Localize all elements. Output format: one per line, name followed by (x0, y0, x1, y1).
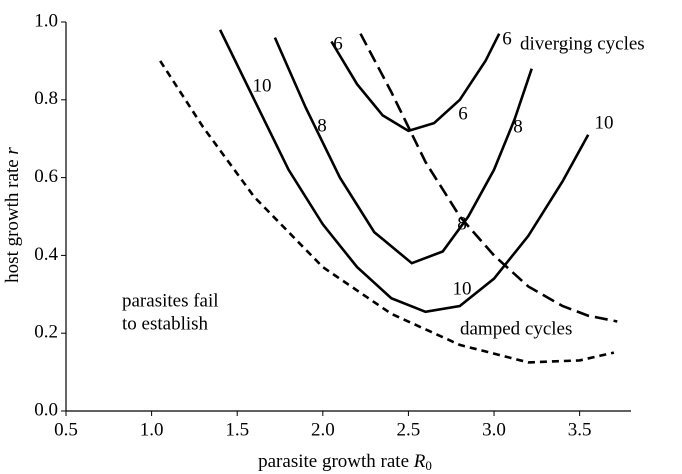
curve-label: 8 (317, 115, 327, 136)
y-tick-label: 0.4 (34, 244, 58, 265)
x-tick-label: 1.5 (225, 419, 249, 440)
y-tick-label: 0.6 (34, 166, 58, 187)
x-tick-label: 0.5 (54, 419, 78, 440)
curve-label: 6 (502, 28, 512, 49)
x-tick-label: 3.0 (482, 419, 506, 440)
curve (159, 60, 615, 364)
y-axis-label: host growth rate r (2, 147, 23, 283)
y-tick-label: 0.8 (34, 88, 58, 109)
curve (330, 33, 501, 133)
y-tick-label: 0.2 (34, 322, 58, 343)
curve-label: 10 (453, 278, 472, 299)
annotation: to establish (122, 313, 209, 334)
x-axis-label: parasite growth rate R0 (258, 451, 432, 473)
curve-label: 10 (253, 75, 272, 96)
x-tick-label: 2.0 (311, 419, 335, 440)
x-tick-label: 1.0 (140, 419, 164, 440)
curve-label: 8 (513, 116, 523, 137)
annotation: damped cycles (460, 318, 572, 339)
curve-label: 6 (333, 33, 343, 54)
x-tick-label: 2.5 (397, 419, 421, 440)
y-tick-label: 0.0 (34, 399, 58, 420)
x-tick-label: 3.5 (568, 419, 592, 440)
y-tick-label: 1.0 (34, 10, 58, 31)
curve-label: 8 (457, 213, 467, 234)
annotation: parasites fail (122, 290, 219, 311)
curve-label: 10 (595, 112, 614, 133)
annotation: diverging cycles (520, 33, 645, 54)
curve (218, 29, 590, 314)
curve (359, 33, 618, 323)
curve-label: 6 (458, 103, 468, 124)
curve (273, 37, 533, 265)
